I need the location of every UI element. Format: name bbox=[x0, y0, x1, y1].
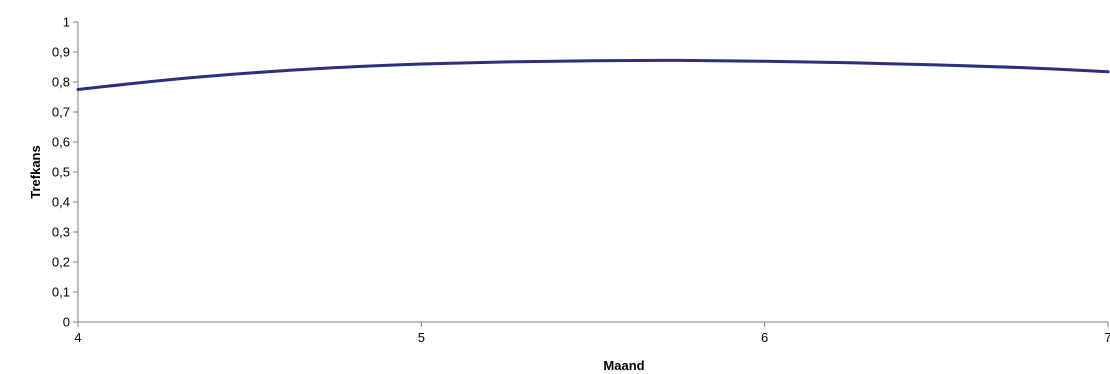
axes bbox=[77, 22, 1108, 323]
x-axis-title: Maand bbox=[603, 358, 644, 373]
y-tick-label: 0,7 bbox=[52, 105, 70, 120]
y-tick-label: 1 bbox=[63, 15, 70, 30]
y-tick-label: 0,6 bbox=[52, 135, 70, 150]
x-tick-label: 5 bbox=[418, 330, 425, 345]
y-tick-label: 0,2 bbox=[52, 255, 70, 270]
x-axis-ticks: 4 5 6 7 bbox=[74, 322, 1110, 345]
x-tick-label: 4 bbox=[74, 330, 81, 345]
y-tick-label: 0,5 bbox=[52, 165, 70, 180]
y-axis-title: Trefkans bbox=[28, 145, 43, 198]
y-axis-ticks: 0 0,1 0,2 0,3 0,4 0,5 0,6 0,7 0,8 0,9 1 bbox=[52, 15, 78, 330]
x-tick-label: 7 bbox=[1104, 330, 1110, 345]
y-tick-label: 0,4 bbox=[52, 195, 70, 210]
x-tick-label: 6 bbox=[761, 330, 768, 345]
y-tick-label: 0,9 bbox=[52, 45, 70, 60]
series-layer bbox=[76, 58, 1110, 91]
y-tick-label: 0,1 bbox=[52, 285, 70, 300]
y-tick-label: 0 bbox=[63, 315, 70, 330]
y-tick-label: 0,8 bbox=[52, 75, 70, 90]
y-tick-label: 0,3 bbox=[52, 225, 70, 240]
series-line bbox=[76, 58, 1110, 91]
